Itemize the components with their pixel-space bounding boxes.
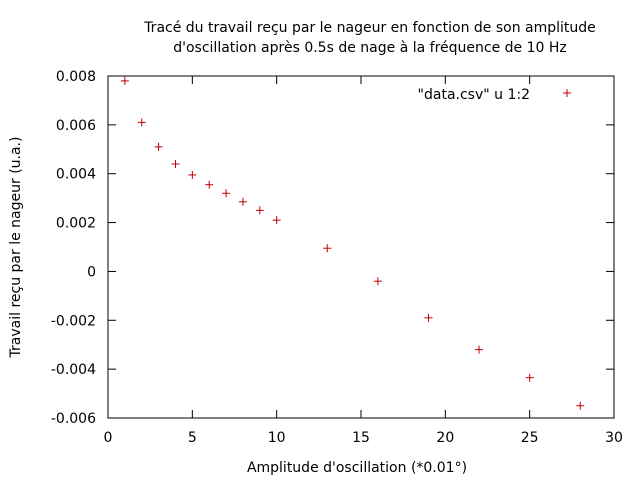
chart-title-line-2: d'oscillation après 0.5s de nage à la fr… <box>173 40 566 56</box>
y-tick-label: -0.004 <box>51 362 96 378</box>
data-point <box>120 76 129 85</box>
data-point <box>205 180 214 189</box>
data-point <box>323 244 332 253</box>
y-tick-label: 0 <box>87 264 96 280</box>
data-point <box>255 206 264 215</box>
y-tick-label: 0.002 <box>56 216 96 232</box>
chart-title-line-1: Tracé du travail reçu par le nageur en f… <box>143 20 596 36</box>
y-tick-label: 0.008 <box>56 69 96 85</box>
x-axis-label: Amplitude d'oscillation (*0.01°) <box>247 460 467 476</box>
x-tick-label: 25 <box>521 430 539 446</box>
y-tick-label: 0.004 <box>56 167 96 183</box>
data-point <box>424 313 433 322</box>
y-tick-label: 0.006 <box>56 118 96 134</box>
y-tick-label: -0.002 <box>51 313 96 329</box>
data-point <box>525 373 534 382</box>
data-point <box>238 197 247 206</box>
x-axis: 0 5 10 15 20 25 30 <box>104 76 623 446</box>
data-point <box>475 345 484 354</box>
data-point <box>222 189 231 198</box>
data-point <box>171 159 180 168</box>
data-point <box>373 277 382 286</box>
data-point <box>137 118 146 127</box>
y-axis-label: Travail reçu par le nageur (u.a.) <box>8 137 24 359</box>
legend-label: "data.csv" u 1:2 <box>418 87 530 103</box>
x-tick-label: 0 <box>104 430 113 446</box>
legend-marker <box>563 89 571 97</box>
x-tick-label: 10 <box>268 430 286 446</box>
data-point <box>272 216 281 225</box>
series-points <box>120 76 585 410</box>
data-point <box>154 142 163 151</box>
x-tick-label: 20 <box>436 430 454 446</box>
data-point <box>576 401 585 410</box>
legend-marker-symbol <box>563 89 571 97</box>
y-axis: -0.006 -0.004 -0.002 0 0.002 0.004 0.006 0.008 <box>51 69 614 427</box>
x-tick-label: 5 <box>188 430 197 446</box>
x-tick-label: 15 <box>352 430 370 446</box>
x-tick-label: 30 <box>605 430 623 446</box>
plot-area-border <box>107 75 615 419</box>
y-tick-label: -0.006 <box>51 411 96 427</box>
data-point <box>188 170 197 179</box>
legend: "data.csv" u 1:2 <box>418 87 571 103</box>
